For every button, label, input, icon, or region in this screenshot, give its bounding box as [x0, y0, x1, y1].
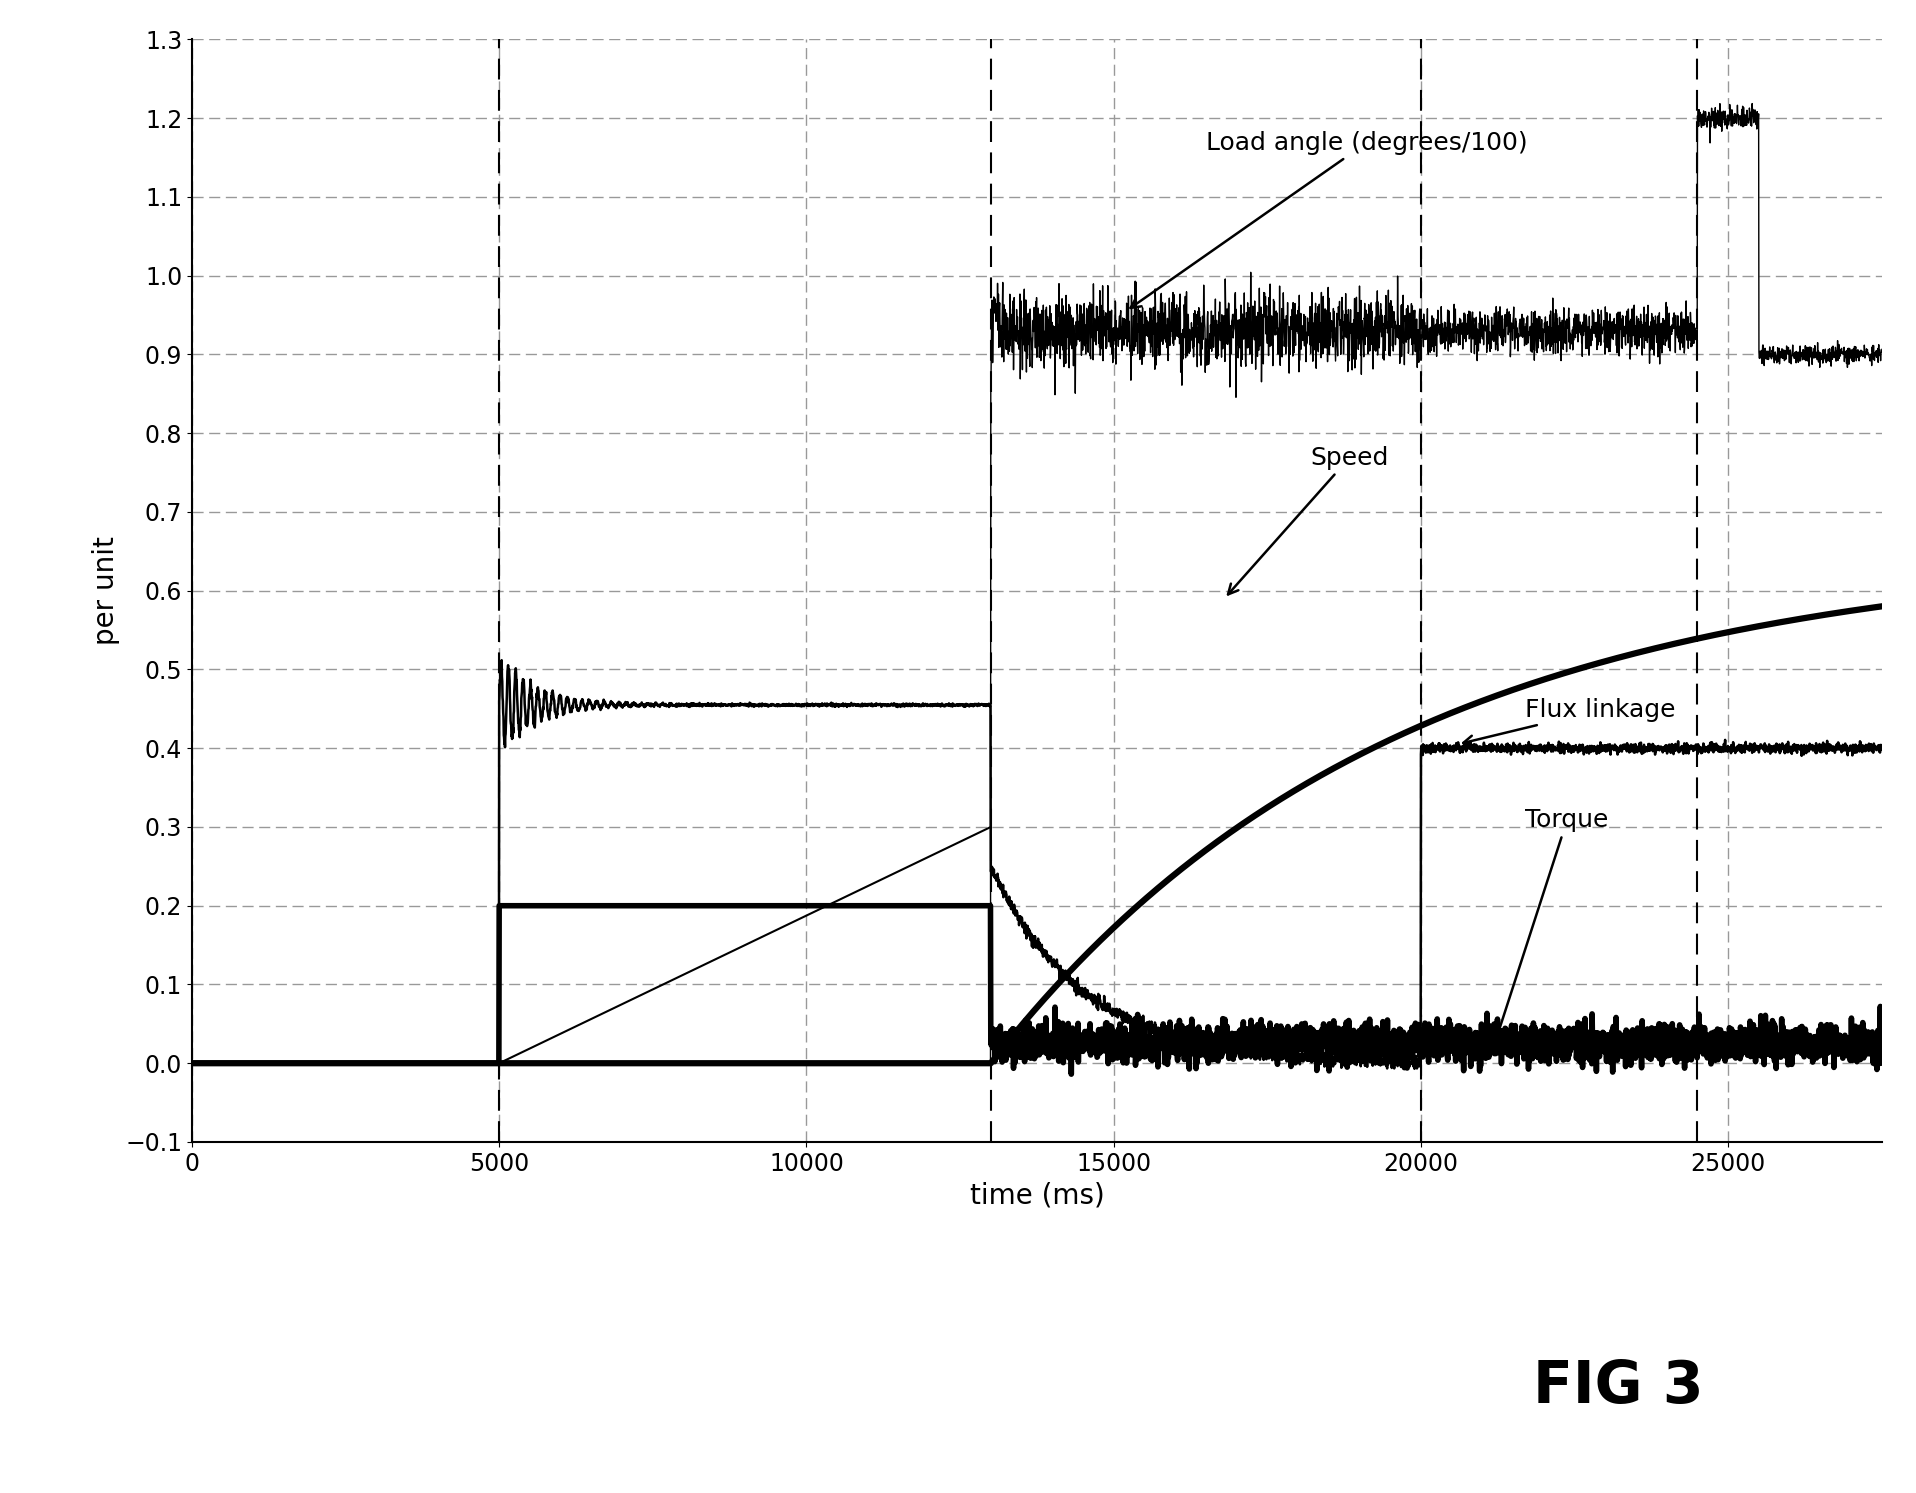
Text: Flux linkage: Flux linkage: [1464, 697, 1676, 745]
X-axis label: time (ms): time (ms): [969, 1181, 1104, 1209]
Text: Load angle (degrees/100): Load angle (degrees/100): [1130, 131, 1527, 308]
Text: Torque: Torque: [1494, 808, 1609, 1038]
Text: Speed: Speed: [1228, 446, 1389, 594]
Text: FIG 3: FIG 3: [1533, 1359, 1703, 1415]
Y-axis label: per unit: per unit: [92, 536, 119, 645]
